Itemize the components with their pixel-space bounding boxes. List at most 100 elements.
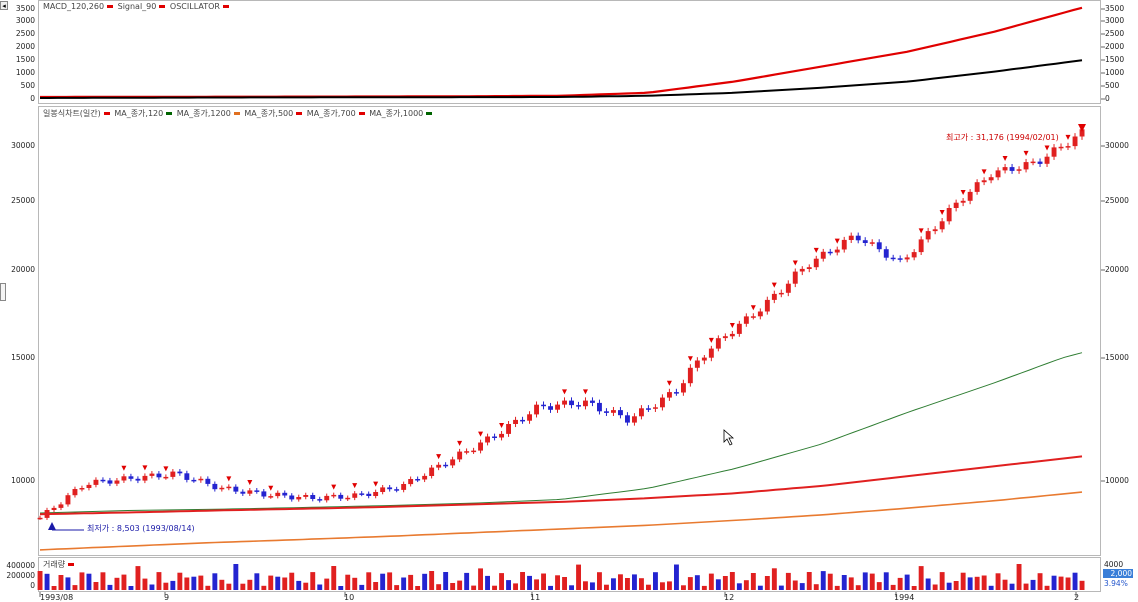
candle-body [694,360,700,368]
volume-bar [51,586,57,590]
candle-body [890,257,896,260]
candle-body [1044,156,1050,164]
volume-bar [492,585,497,590]
ma1000-legend-label: MA_종가,1000 [369,109,424,118]
candle-body [163,476,169,479]
macd-tick-label: 2500 [15,29,35,38]
volume-bar [401,577,407,590]
candle-body [618,410,623,416]
ma1200-legend-label: MA_종가,1200 [176,109,231,118]
volume-current-badge: 2,000 [1103,569,1133,578]
low-point-marker [48,522,56,530]
volume-bar [345,574,351,590]
sell-signal-arrow [121,465,127,471]
collapse-left-button[interactable]: ◂ [0,1,8,10]
sell-signal-arrow [436,454,442,460]
volume-bar [198,575,204,590]
sell-signal-arrow [1002,155,1008,161]
volume-right-top: 4000 [1104,560,1124,569]
candle-body [72,489,78,496]
candle-body [785,283,791,293]
sell-signal-arrow [1023,150,1029,156]
candle-body [855,235,861,241]
candle-body [310,495,316,499]
volume-bar [1044,585,1050,590]
candle-body [485,436,490,443]
candle-body [44,510,50,518]
candle-body [513,419,518,424]
price-tick-label: 20000 [1105,265,1129,274]
sell-signal-arrow [918,228,924,234]
volume-bar [932,584,938,590]
macd-tick-label: 2000 [1105,42,1125,51]
volume-bar [667,581,672,590]
candle-body [135,478,141,481]
volume-bar [729,572,735,590]
candle-body [261,491,267,497]
low-price-label: 최저가 : 8,503 (1993/08/14) [87,524,195,533]
signal-legend-label: Signal_90 [117,2,157,11]
candle-body [394,489,400,491]
candle-body [520,419,525,422]
candle-body [331,494,337,497]
volume-bar [1065,577,1071,590]
macd-pane[interactable]: MACD_120,260 Signal_90 OSCILLATOR [38,0,1101,104]
volume-bar [408,574,414,590]
volume-bar [527,575,532,590]
candle-body [338,494,344,499]
candle-body [729,333,735,337]
volume-bar [757,585,763,590]
candle-body [548,406,553,410]
volume-bar [226,583,232,590]
volume-bar [869,573,875,590]
candle-body [415,479,421,481]
volume-bar [261,585,267,590]
price-tick-label: 10000 [11,476,35,485]
candle-body [569,400,574,406]
candle-body [401,484,407,490]
candle-body [1023,162,1029,170]
volume-bar [576,564,581,590]
candle-body [925,231,931,240]
volume-bar [58,575,64,590]
candle-body [499,433,504,438]
candle-body [1016,169,1022,171]
volume-bar [883,572,889,590]
volume-bar [387,572,393,590]
candle-body [58,504,64,508]
candle-body [219,487,225,490]
price-legend: 일봉식차트(일간) MA_종가,120 MA_종가,1200 MA_종가,500… [43,108,434,119]
ma500-legend-label: MA_종가,500 [244,109,294,118]
price-tick-label: 30000 [1105,141,1129,150]
price-pane[interactable]: 일봉식차트(일간) MA_종가,120 MA_종가,1200 MA_종가,500… [38,106,1101,556]
volume-bar [687,577,693,590]
sell-signal-arrow [960,190,966,196]
candle-body [51,507,57,510]
volume-bar [750,573,756,590]
volume-bar [1051,575,1057,590]
candle-body [450,459,456,466]
candle-body [1030,161,1036,164]
candle-body [128,476,134,479]
volume-bar [44,573,50,590]
volume-bar [967,577,973,590]
volume-bar [611,578,616,590]
volume-bar [317,584,323,590]
macd-legend-swatch [107,5,114,8]
macd-legend: MACD_120,260 Signal_90 OSCILLATOR [43,2,231,11]
candle-body [1065,146,1071,148]
candle-body [233,486,239,492]
sell-signal-arrow [792,260,798,266]
sell-signal-arrow [708,337,714,343]
volume-bar [429,571,435,590]
volume-tick-label: 0 [30,581,35,590]
volume-bar [736,583,742,590]
volume-bar [310,572,316,590]
candle-body [869,242,875,244]
sidebar-toggle-tab[interactable] [0,283,6,301]
candle-body [352,493,358,498]
candle-body [946,208,952,222]
volume-bar [583,581,588,590]
